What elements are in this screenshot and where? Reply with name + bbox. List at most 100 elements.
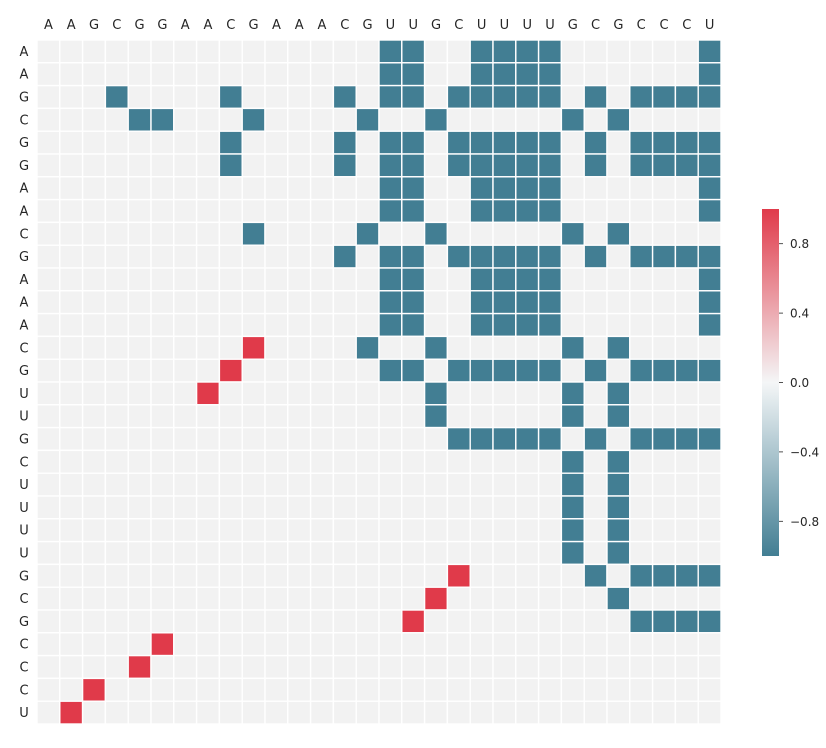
- heatmap-cell: [287, 39, 312, 64]
- heatmap-cell: [355, 107, 380, 132]
- heatmap-cell: [173, 267, 198, 292]
- heatmap-cell: [195, 39, 221, 64]
- heatmap-cell: [697, 540, 722, 566]
- y-tick-label: C: [19, 455, 28, 470]
- heatmap-cell: [127, 198, 152, 224]
- heatmap-cell: [674, 130, 699, 155]
- heatmap-cell: [355, 267, 380, 292]
- heatmap-cell: [401, 198, 426, 224]
- heatmap-cell: [355, 654, 380, 680]
- heatmap-cell: [674, 335, 699, 360]
- heatmap-cell: [629, 518, 654, 543]
- heatmap-cell: [606, 563, 631, 588]
- heatmap-cell: [629, 381, 654, 406]
- heatmap-cell: [401, 312, 426, 338]
- y-tick-label: A: [20, 68, 29, 83]
- heatmap-cell: [127, 312, 152, 338]
- heatmap-cell: [59, 221, 84, 246]
- heatmap-cell: [59, 449, 84, 474]
- heatmap-cell: [651, 518, 677, 543]
- heatmap-cell: [195, 654, 221, 680]
- heatmap-cell: [401, 609, 426, 634]
- heatmap-cell: [606, 198, 631, 224]
- heatmap-cell: [59, 290, 84, 315]
- heatmap-cell: [195, 84, 221, 110]
- heatmap-cell: [469, 449, 494, 474]
- heatmap-cell: [583, 632, 608, 657]
- heatmap-cell: [583, 198, 608, 224]
- heatmap-cell: [195, 518, 221, 543]
- heatmap-cell: [378, 472, 403, 497]
- heatmap-cell: [104, 404, 129, 429]
- heatmap-cell: [332, 426, 357, 452]
- heatmap-cell: [287, 107, 312, 132]
- heatmap-cell: [560, 62, 585, 87]
- heatmap-cell: [241, 130, 266, 155]
- heatmap-cell: [423, 130, 449, 155]
- heatmap-cell: [127, 107, 152, 132]
- heatmap-cell: [355, 312, 380, 338]
- heatmap-cell: [81, 358, 107, 383]
- heatmap-cell: [515, 62, 540, 87]
- heatmap-cell: [104, 107, 129, 132]
- heatmap-cell: [264, 518, 289, 543]
- heatmap-cell: [583, 563, 608, 588]
- heatmap-cell: [515, 495, 540, 520]
- heatmap-cell: [241, 176, 266, 201]
- heatmap-cell: [469, 472, 494, 497]
- heatmap-cell: [287, 244, 312, 269]
- heatmap-cell: [583, 518, 608, 543]
- heatmap-cell: [195, 586, 221, 611]
- heatmap-cell: [218, 449, 243, 474]
- heatmap-cell: [446, 312, 471, 338]
- heatmap-cell: [218, 472, 243, 497]
- heatmap-cell: [241, 472, 266, 497]
- heatmap-cell: [241, 449, 266, 474]
- heatmap-cell: [332, 244, 357, 269]
- heatmap-cell: [697, 632, 722, 657]
- heatmap-cell: [287, 198, 312, 224]
- heatmap-cell: [104, 586, 129, 611]
- heatmap-cell: [332, 609, 357, 634]
- heatmap-cell: [378, 586, 403, 611]
- heatmap-cell: [515, 84, 540, 110]
- heatmap-cell: [560, 39, 585, 64]
- heatmap-cell: [560, 563, 585, 588]
- heatmap-cell: [651, 358, 677, 383]
- heatmap-cell: [309, 632, 335, 657]
- y-tick-label: C: [19, 683, 28, 698]
- heatmap-cell: [537, 335, 563, 360]
- heatmap-cell: [309, 39, 335, 64]
- heatmap-cell: [401, 654, 426, 680]
- heatmap-cell: [81, 426, 107, 452]
- heatmap-cell: [560, 540, 585, 566]
- heatmap-cell: [651, 335, 677, 360]
- heatmap-cell: [583, 244, 608, 269]
- heatmap-cell: [264, 290, 289, 315]
- heatmap-cell: [537, 130, 563, 155]
- heatmap-cells: [36, 39, 722, 725]
- heatmap-cell: [606, 609, 631, 634]
- heatmap-cell: [629, 244, 654, 269]
- heatmap-cell: [560, 518, 585, 543]
- heatmap-cell: [309, 700, 335, 725]
- heatmap-cell: [127, 654, 152, 680]
- heatmap-cell: [332, 518, 357, 543]
- heatmap-cell: [218, 654, 243, 680]
- heatmap-cell: [583, 700, 608, 725]
- heatmap-cell: [81, 267, 107, 292]
- heatmap-cell: [537, 176, 563, 201]
- x-tick-label: A: [295, 18, 304, 33]
- heatmap-cell: [446, 381, 471, 406]
- heatmap-cell: [651, 176, 677, 201]
- heatmap-cell: [218, 518, 243, 543]
- heatmap-cell: [355, 39, 380, 64]
- heatmap-cell: [173, 153, 198, 178]
- heatmap-cell: [423, 358, 449, 383]
- heatmap-cell: [515, 540, 540, 566]
- heatmap-cell: [332, 130, 357, 155]
- y-tick-label: U: [19, 547, 29, 562]
- heatmap-cell: [446, 563, 471, 588]
- heatmap-cell: [355, 62, 380, 87]
- heatmap-cell: [195, 381, 221, 406]
